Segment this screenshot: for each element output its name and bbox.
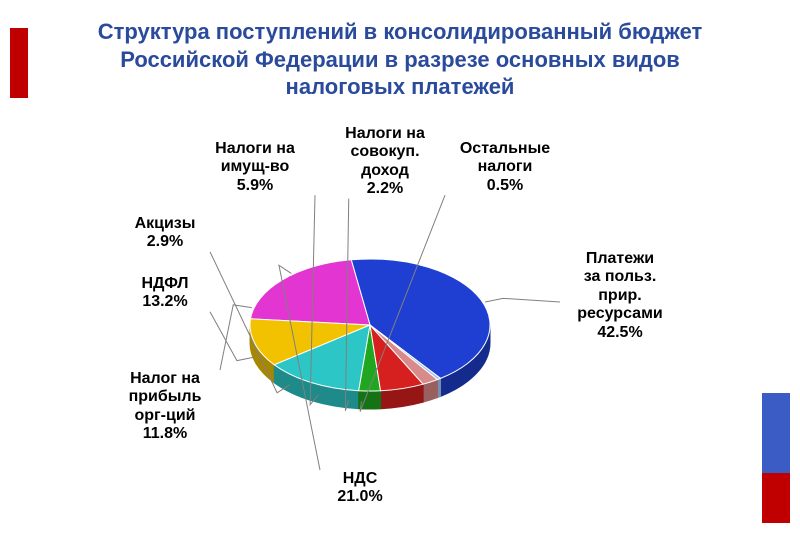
pie-label: Платежи за польз. прир. ресурсами 42.5% [560, 250, 680, 342]
pie-chart: Платежи за польз. прир. ресурсами 42.5% Н… [0, 120, 800, 520]
pie-label: НДФЛ 13.2% [120, 275, 210, 312]
pie-slice [251, 260, 370, 325]
pie-label: Остальные налоги 0.5% [445, 140, 565, 195]
accent-bar-left [10, 28, 28, 98]
leader-line [220, 305, 252, 370]
pie-label: Налоги на имущ-во 5.9% [195, 140, 315, 195]
pie-label: Налог на прибыль орг-ций 11.8% [110, 370, 220, 444]
slide-title: Структура поступлений в консолидированны… [60, 18, 740, 101]
slide: Структура поступлений в консолидированны… [0, 0, 800, 533]
leader-line [485, 298, 560, 302]
pie-label: Акцизы 2.9% [120, 215, 210, 252]
pie-label: Налоги на совокуп. доход 2.2% [325, 125, 445, 199]
leader-line [210, 312, 255, 361]
pie-label: НДС 21.0% [320, 470, 400, 507]
